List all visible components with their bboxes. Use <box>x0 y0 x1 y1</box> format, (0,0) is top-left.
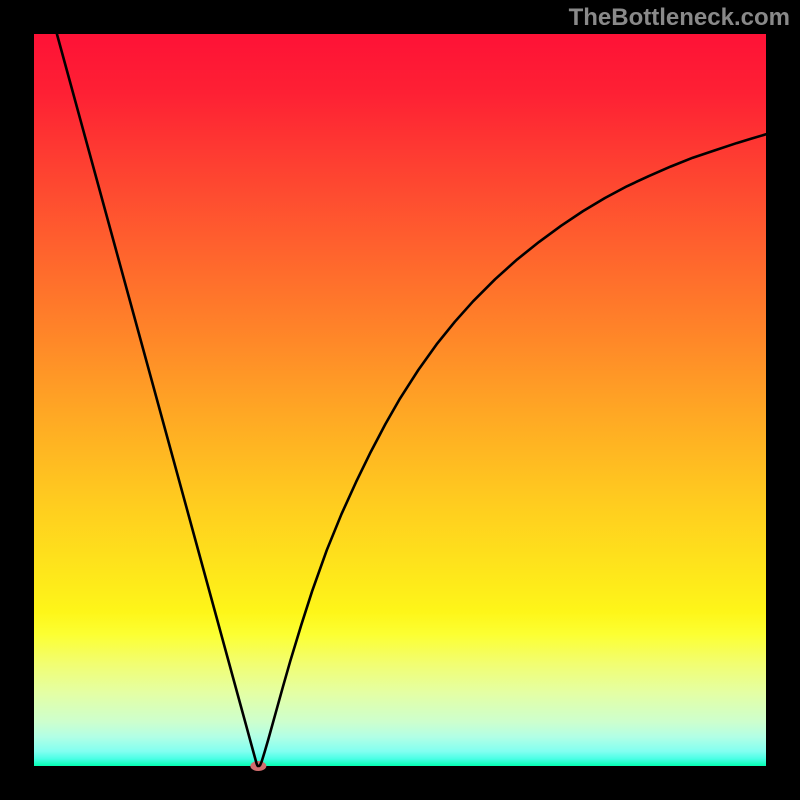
bottleneck-curve <box>57 34 766 766</box>
plot-area <box>34 34 766 766</box>
watermark-label: TheBottleneck.com <box>569 4 790 32</box>
curve-layer <box>34 34 766 766</box>
